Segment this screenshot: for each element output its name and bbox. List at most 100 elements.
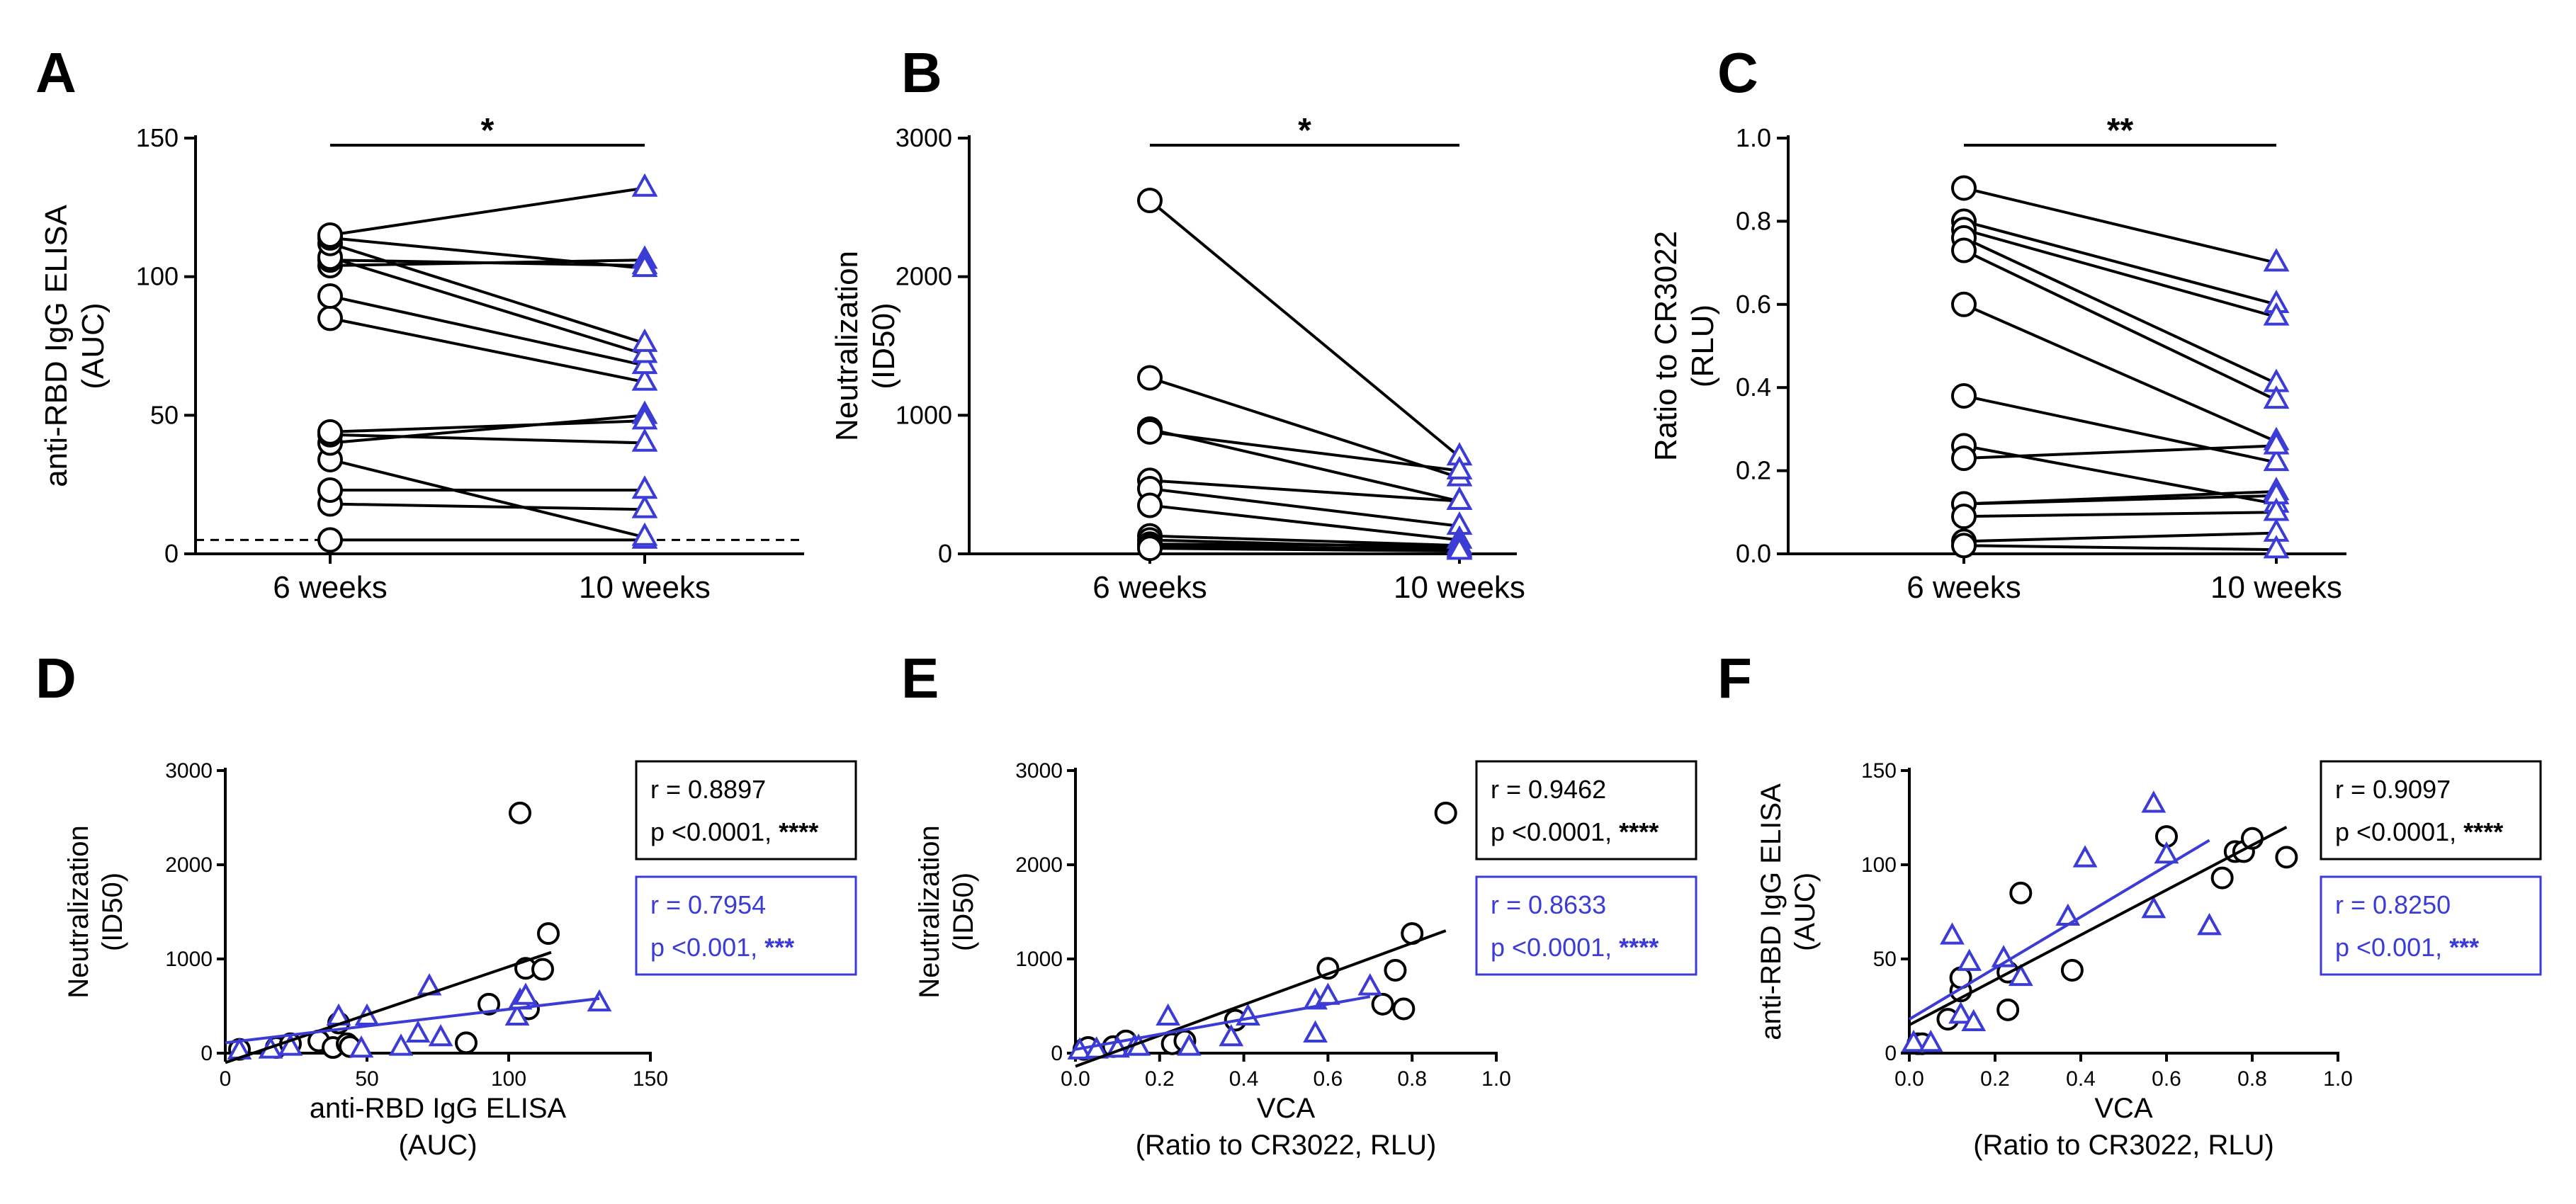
- pair-line-A: [329, 433, 645, 445]
- pair-line-A: [329, 256, 645, 356]
- point-6wk-A: [317, 222, 343, 248]
- stat-box-F: [2320, 760, 2542, 861]
- y-axis-title-C: Ratio to CR3022(RLU): [1649, 231, 1720, 461]
- scatter-point-E: [1156, 1003, 1181, 1026]
- scatter-point-F: [1901, 1029, 1926, 1052]
- point-10wk-C: [2263, 448, 2290, 472]
- point-6wk-C: [1951, 291, 1977, 317]
- x-tick-label-E: 0.4: [1229, 1067, 1259, 1091]
- x-tick-label-C: 6 weeks: [1906, 570, 2021, 605]
- y-axis-title-A: anti-RBD IgG ELISA(AUC): [39, 205, 111, 487]
- pair-line-B: [1149, 427, 1460, 503]
- pair-line-B: [1149, 504, 1460, 542]
- scatter-point-F: [2009, 881, 2033, 904]
- stat-box-E: [1475, 875, 1697, 976]
- pair-line-C: [1963, 220, 2277, 306]
- y-tick-label-C: 0.8: [1736, 206, 1771, 235]
- x-tick-label-F: 0.6: [2152, 1067, 2181, 1091]
- y-tick-label-D: 3000: [165, 759, 213, 783]
- y-tick-label-E: 1000: [1015, 948, 1063, 971]
- scatter-point-F: [2154, 841, 2179, 864]
- y-axis-title-F: anti-RBD IgG ELISA (AUC): [1756, 783, 1821, 1040]
- stat-p-E: p <0.0001, ****: [1491, 933, 1659, 962]
- x-axis-title-D: anti-RBD IgG ELISA: [310, 1093, 567, 1124]
- fit-line-D: [225, 950, 552, 1064]
- scatter-point-E: [1371, 992, 1394, 1016]
- stat-box-E: [1475, 760, 1697, 861]
- panel-letter-E: E: [901, 647, 939, 710]
- scatter-point-D: [388, 1033, 414, 1056]
- pair-line-A: [329, 458, 645, 539]
- point-10wk-C: [2263, 385, 2290, 409]
- scatter-point-F: [1957, 948, 1982, 971]
- x-axis-title-E: VCA: [1257, 1093, 1316, 1124]
- x-tick-label-B: 6 weeks: [1092, 570, 1207, 605]
- pair-line-B: [1149, 487, 1460, 528]
- point-10wk-B: [1446, 455, 1473, 479]
- point-6wk-C: [1951, 445, 1977, 471]
- y-tick-label-C: 1.0: [1736, 123, 1771, 152]
- scatter-point-F: [1996, 998, 2020, 1021]
- y-tick-label-C: 0.2: [1736, 456, 1771, 485]
- stat-p-E: p <0.0001, ****: [1491, 817, 1659, 846]
- x-tick-label-F: 1.0: [2323, 1067, 2353, 1091]
- scatter-point-F: [2275, 846, 2298, 869]
- y-tick-label-D: 0: [200, 1042, 213, 1065]
- x-tick-label-F: 0.8: [2237, 1067, 2267, 1091]
- fit-line-D: [225, 996, 600, 1045]
- point-6wk-A: [317, 305, 343, 331]
- y-tick-label-F: 100: [1861, 853, 1897, 877]
- point-10wk-A: [631, 339, 658, 363]
- point-6wk-B: [1137, 492, 1163, 518]
- pair-line-C: [1963, 444, 2277, 460]
- fit-line-F: [1908, 839, 2210, 1021]
- stat-box-F: [2320, 875, 2542, 976]
- x-tick-label-E: 0.0: [1061, 1067, 1090, 1091]
- point-10wk-C: [2263, 535, 2290, 559]
- x-tick-label-C: 10 weeks: [2210, 570, 2342, 605]
- scatter-point-E: [1219, 1023, 1244, 1047]
- pair-line-B: [1149, 376, 1460, 479]
- point-6wk-C: [1951, 504, 1977, 530]
- scatter-point-D: [478, 992, 500, 1016]
- scatter-point-F: [1940, 922, 1965, 945]
- point-10wk-C: [2263, 302, 2290, 326]
- pair-line-C: [1963, 237, 2277, 385]
- point-10wk-C: [2263, 431, 2290, 455]
- scatter-point-E: [1357, 973, 1383, 996]
- scatter-point-D: [455, 1031, 478, 1055]
- point-10wk-A: [631, 367, 658, 391]
- scatter-point-D: [509, 801, 531, 824]
- point-6wk-B: [1137, 535, 1163, 562]
- y-tick-label-A: 0: [164, 539, 179, 568]
- x-tick-label-E: 0.6: [1314, 1067, 1343, 1091]
- point-6wk-C: [1951, 175, 1977, 201]
- significance-stars-C: **: [2107, 112, 2134, 149]
- x-tick-label-E: 0.8: [1397, 1067, 1427, 1091]
- point-10wk-B: [1446, 536, 1473, 560]
- scatter-point-D: [405, 1020, 431, 1043]
- stat-box-D: [635, 875, 857, 976]
- fit-line-F: [1909, 826, 2288, 1026]
- y-tick-label-B: 3000: [896, 123, 952, 152]
- panel-letter-B: B: [901, 41, 942, 104]
- point-10wk-A: [631, 351, 658, 375]
- x-tick-label-B: 10 weeks: [1394, 570, 1525, 605]
- pair-line-A: [329, 236, 645, 270]
- pair-line-A: [329, 242, 645, 345]
- stat-r-D: r = 0.8897: [650, 775, 766, 804]
- pair-line-C: [1963, 531, 2277, 543]
- pair-line-C: [1963, 302, 2277, 443]
- scatter-point-E: [1303, 1020, 1328, 1043]
- y-tick-label-E: 2000: [1015, 853, 1063, 877]
- pair-line-C: [1963, 228, 2277, 319]
- scatter-point-F: [2072, 845, 2098, 868]
- y-axis-title-B: Neutralization(ID50): [830, 251, 901, 441]
- x-tick-label-F: 0.4: [2066, 1067, 2096, 1091]
- point-10wk-B: [1446, 486, 1473, 510]
- panel-letter-C: C: [1717, 41, 1758, 104]
- significance-stars-A: *: [481, 112, 495, 149]
- y-tick-label-F: 0: [1885, 1042, 1897, 1065]
- pair-line-B: [1149, 543, 1460, 547]
